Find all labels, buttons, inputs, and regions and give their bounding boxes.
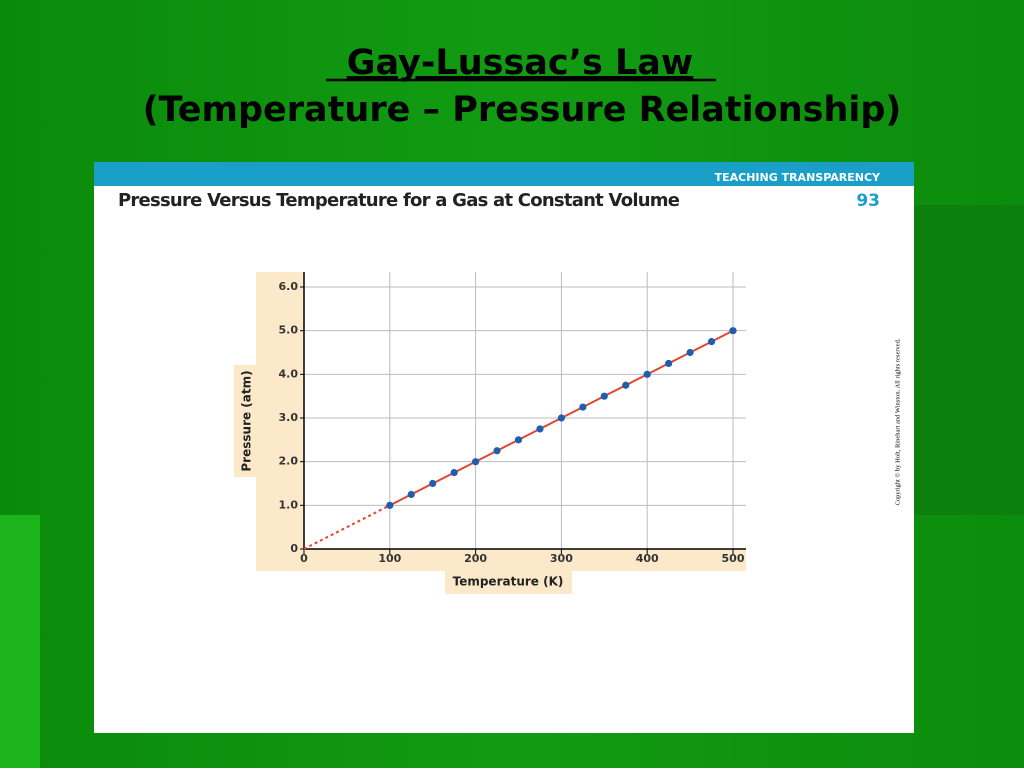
- slide-title: Gay-Lussac’s Law: [347, 43, 693, 83]
- data-point: [429, 479, 437, 488]
- data-point: [472, 458, 480, 466]
- x-tick-label: 200: [464, 552, 487, 565]
- data-point: [514, 436, 523, 444]
- y-tick-label: 0: [290, 542, 298, 555]
- data-point: [386, 501, 394, 509]
- x-tick-label: 100: [378, 552, 401, 565]
- data-point: [557, 414, 566, 422]
- x-tick-label: 500: [722, 552, 745, 565]
- x-tick-label: 400: [636, 552, 659, 565]
- data-point: [450, 468, 458, 477]
- y-tick-label: 6.0: [279, 280, 299, 293]
- data-point: [729, 327, 737, 335]
- x-tick-label: 300: [550, 552, 573, 565]
- slide-subtitle: (Temperature – Pressure Relationship): [143, 90, 902, 130]
- x-axis-label: Temperature (K): [453, 575, 564, 589]
- copyright: Copyright © by Holt, Rinehart and Winsto…: [894, 338, 901, 505]
- y-tick-label: 2.0: [279, 455, 299, 468]
- y-tick-label: 4.0: [279, 367, 299, 380]
- banner: [94, 162, 914, 186]
- data-point: [686, 348, 694, 357]
- x-label-box: [445, 571, 572, 594]
- x-tick-label: 0: [300, 552, 308, 565]
- y-tick-label: 3.0: [279, 411, 299, 424]
- data-point: [665, 359, 673, 368]
- chart-title: Pressure Versus Temperature for a Gas at…: [118, 190, 680, 211]
- y-tick-label: 1.0: [279, 498, 299, 511]
- y-axis-label: Pressure (atm): [240, 370, 254, 471]
- extrapolation-line: [303, 504, 391, 550]
- banner-text: TEACHING TRANSPARENCY: [715, 171, 881, 184]
- page-number: 93: [856, 191, 880, 211]
- plot-area: [304, 272, 746, 549]
- y-tick-label: 5.0: [279, 324, 299, 337]
- data-point: [600, 392, 608, 400]
- data-point: [407, 490, 415, 499]
- y-label-box: [234, 365, 258, 477]
- decor: [914, 205, 1024, 515]
- data-point: [579, 403, 587, 411]
- data-point: [643, 370, 651, 378]
- data-point: [493, 447, 501, 455]
- data-point: [622, 381, 630, 389]
- decor: [0, 515, 40, 768]
- data-point: [536, 425, 544, 433]
- data-point: [707, 337, 716, 346]
